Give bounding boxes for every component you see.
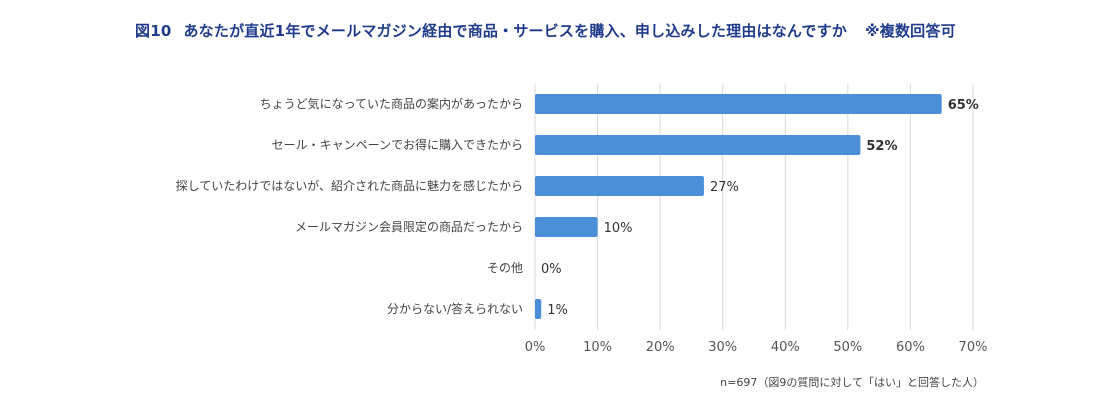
category-label: 探していたわけではないが、紹介された商品に魅力を感じたから — [176, 178, 523, 193]
data-label: 0% — [541, 262, 562, 277]
category-label: 分からない/答えられない — [387, 301, 523, 316]
x-tick-label: 50% — [833, 340, 862, 355]
data-label: 10% — [604, 221, 633, 236]
bar — [535, 299, 542, 319]
x-tick-label: 60% — [896, 340, 925, 355]
x-tick-label: 20% — [646, 340, 675, 355]
data-label: 65% — [948, 98, 979, 113]
x-tick-label: 30% — [708, 340, 737, 355]
category-label: その他 — [487, 261, 523, 275]
data-label: 52% — [866, 139, 897, 154]
bar — [535, 176, 704, 196]
category-label: ちょうど気になっていた商品の案内があったから — [260, 96, 523, 111]
x-tick-label: 0% — [525, 340, 546, 355]
bar — [535, 217, 598, 237]
bar — [535, 94, 942, 114]
x-tick-label: 10% — [583, 340, 612, 355]
bar — [535, 135, 861, 155]
title-subtitle: ※複数回答可 — [864, 22, 956, 40]
data-label: 27% — [710, 180, 739, 195]
title-text: あなたが直近1年でメールマガジン経由で商品・サービスを購入、申し込みした理由はな… — [183, 22, 847, 40]
chart-title: 図10 あなたが直近1年でメールマガジン経由で商品・サービスを購入、申し込みした理… — [135, 20, 956, 41]
x-tick-label: 40% — [771, 340, 800, 355]
category-label: メールマガジン会員限定の商品だったから — [295, 219, 523, 234]
figure-number: 図10 — [135, 22, 172, 40]
x-tick-label: 70% — [959, 340, 988, 355]
data-label: 1% — [547, 303, 568, 318]
sample-size-note: n=697（図9の質問に対して「はい」と回答した人） — [720, 376, 984, 389]
category-label: セール・キャンペーンでお得に購入できたから — [272, 137, 523, 152]
